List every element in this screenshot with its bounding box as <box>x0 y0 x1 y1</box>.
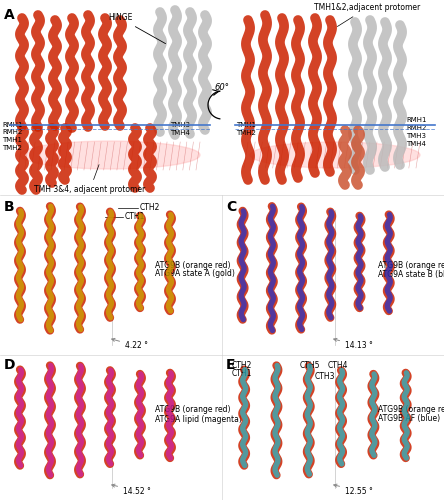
Text: C: C <box>226 200 236 214</box>
Text: 60°: 60° <box>214 84 230 92</box>
Text: CTH2: CTH2 <box>232 361 252 370</box>
Text: ATG9A state B (blue): ATG9A state B (blue) <box>378 270 444 278</box>
Text: TMH3: TMH3 <box>170 122 190 128</box>
Text: ATG9B (orange red): ATG9B (orange red) <box>155 406 230 414</box>
Text: CTH5: CTH5 <box>300 361 321 370</box>
Text: A: A <box>4 8 15 22</box>
Text: CTH3: CTH3 <box>315 372 336 381</box>
Text: ATG9B (orange red): ATG9B (orange red) <box>378 260 444 270</box>
Text: RMH1: RMH1 <box>2 122 23 128</box>
Text: RMH1: RMH1 <box>406 117 427 123</box>
Text: CTH1: CTH1 <box>232 369 252 378</box>
Text: CTH1: CTH1 <box>125 212 145 221</box>
Text: CTH2: CTH2 <box>140 203 160 212</box>
Text: ATG9B AF (blue): ATG9B AF (blue) <box>378 414 440 424</box>
Text: RMH2: RMH2 <box>2 129 22 135</box>
Text: D: D <box>4 358 16 372</box>
Text: ATG9A lipid (magenta): ATG9A lipid (magenta) <box>155 414 242 424</box>
Text: TMH2: TMH2 <box>236 130 256 136</box>
Text: HINGE: HINGE <box>108 14 166 44</box>
Text: ATG9A state A (gold): ATG9A state A (gold) <box>155 270 235 278</box>
Text: 14.52 °: 14.52 ° <box>112 484 151 496</box>
Text: E: E <box>226 358 235 372</box>
Text: TMH1&2,adjacent protomer: TMH1&2,adjacent protomer <box>314 4 420 26</box>
Text: RMH2: RMH2 <box>406 125 426 131</box>
Text: 4.22 °: 4.22 ° <box>112 338 148 350</box>
Text: TMH4: TMH4 <box>406 141 426 147</box>
Text: TMH 3&4, adjacent protomer: TMH 3&4, adjacent protomer <box>34 164 146 194</box>
Text: 14.13 °: 14.13 ° <box>334 338 373 350</box>
Text: TMH4: TMH4 <box>170 130 190 136</box>
Text: TMH2: TMH2 <box>2 145 22 151</box>
Ellipse shape <box>250 142 420 168</box>
Text: ATG9B (orange red): ATG9B (orange red) <box>378 406 444 414</box>
Text: TMH1: TMH1 <box>2 137 22 143</box>
Text: TMH1: TMH1 <box>236 122 256 128</box>
Text: 12.55 °: 12.55 ° <box>334 484 373 496</box>
Text: B: B <box>4 200 15 214</box>
Text: CTH4: CTH4 <box>328 361 349 370</box>
Text: TMH3: TMH3 <box>406 133 426 139</box>
Text: ATG9B (orange red): ATG9B (orange red) <box>155 260 230 270</box>
Ellipse shape <box>20 141 200 169</box>
